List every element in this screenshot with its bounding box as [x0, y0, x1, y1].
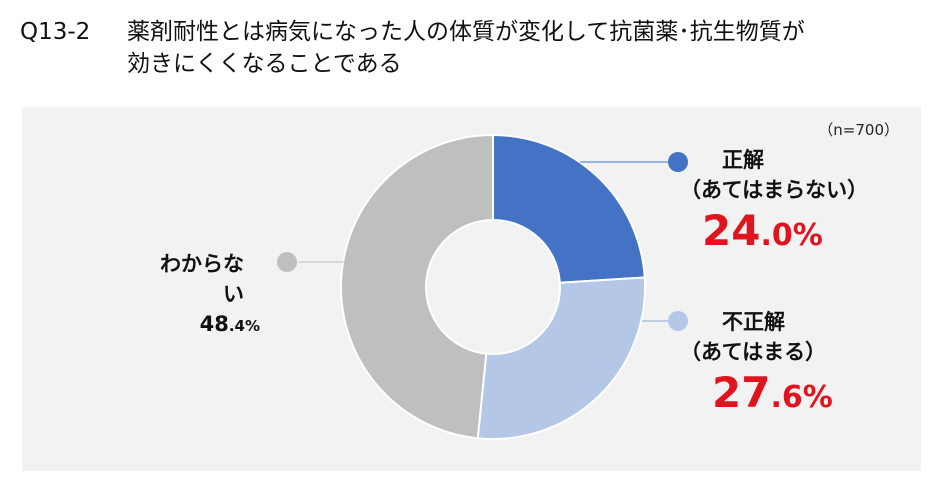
marker-incorrect-icon	[668, 311, 688, 331]
label-correct-sub: （あてはまらない）	[680, 178, 869, 202]
label-correct-name: 正解	[722, 148, 764, 172]
donut-slices	[340, 133, 646, 440]
question-text-1: 薬剤耐性とは病気になった人の体質が変化して抗菌薬･抗生物質が	[127, 19, 805, 45]
slice-unknown	[340, 133, 494, 440]
label-unknown-pct: 48.4%	[140, 309, 280, 341]
sample-size-label: （n=700）	[818, 121, 899, 139]
slice-correct	[492, 133, 646, 284]
pct-dec: .6%	[770, 380, 833, 415]
marker-correct-icon	[668, 152, 688, 172]
pct-dec: .0%	[760, 218, 823, 253]
marker-unknown-icon	[277, 252, 297, 272]
label-correct: 正解 （あてはまらない） 24.0%	[680, 145, 868, 262]
pct-dec: .4%	[228, 317, 260, 335]
donut-chart	[277, 133, 688, 440]
chart-title: Q13-2 薬剤耐性とは病気になった人の体質が変化して抗菌薬･抗生物質が 効きにく…	[20, 16, 920, 80]
label-incorrect-sub: （あてはまる）	[680, 340, 827, 364]
title-line-1: Q13-2 薬剤耐性とは病気になった人の体質が変化して抗菌薬･抗生物質が	[20, 16, 920, 48]
pct-int: 48	[199, 312, 229, 336]
label-incorrect-name: 不正解	[722, 310, 785, 334]
label-unknown-name: わからない	[160, 252, 244, 306]
label-correct-pct: 24.0%	[702, 205, 868, 262]
question-id: Q13-2	[20, 19, 91, 45]
pct-int: 27	[712, 368, 771, 417]
label-incorrect-pct: 27.6%	[712, 367, 833, 424]
question-text-2: 効きにくくなることである	[127, 51, 402, 77]
chart-panel: （n=700） わからない 48.4% 正解 （あてはまらない） 24.0% 不…	[22, 107, 921, 471]
pct-int: 24	[702, 206, 761, 255]
label-unknown: わからない 48.4%	[140, 249, 280, 341]
label-incorrect: 不正解 （あてはまる） 27.6%	[680, 307, 833, 424]
slice-incorrect	[476, 276, 646, 440]
